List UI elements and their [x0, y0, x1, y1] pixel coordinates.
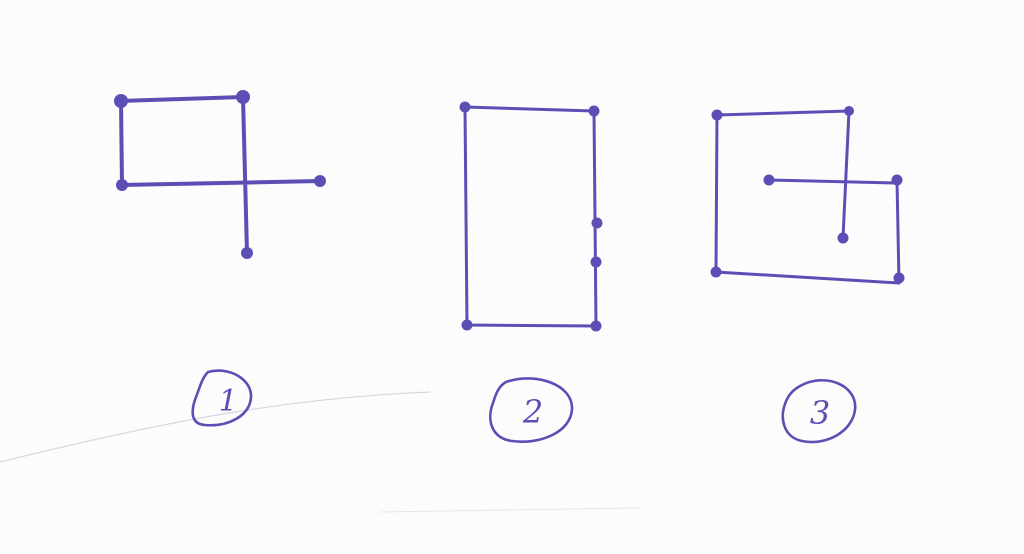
figure-2-dots	[459, 101, 603, 332]
figure-2: 2	[459, 101, 603, 443]
figure-3-dots	[710, 106, 905, 284]
figure-1-dots	[114, 90, 326, 259]
vertex-dot	[591, 217, 603, 229]
paper-stray-mark	[0, 391, 431, 463]
vertex-dot	[893, 272, 905, 284]
figure-1-label: 1	[191, 369, 253, 427]
figure-1: 1	[114, 90, 326, 427]
vertex-dot	[461, 319, 473, 331]
figure-3-label: 3	[781, 378, 857, 444]
figure-3-lines	[714, 109, 901, 285]
figure-2-label: 2	[489, 377, 574, 443]
vertex-dot	[314, 175, 326, 187]
figure-3: 3	[710, 106, 905, 444]
label-circle	[489, 377, 574, 443]
figure-1-lines	[119, 95, 322, 255]
vertex-dot	[588, 105, 600, 117]
vertex-dot	[710, 266, 722, 278]
vertex-dot	[844, 106, 854, 116]
vertex-dot	[459, 101, 471, 113]
vertex-dot	[236, 90, 250, 104]
vertex-dot	[837, 232, 849, 244]
label-number: 2	[522, 393, 543, 431]
label-number: 1	[218, 384, 237, 419]
label-circle	[191, 369, 253, 427]
vertex-dot	[114, 94, 128, 108]
label-circle	[781, 378, 857, 444]
paper-stray-mark	[379, 507, 641, 513]
label-number: 3	[810, 394, 830, 432]
vertex-dot	[116, 179, 128, 191]
vertex-dot	[711, 109, 723, 121]
vertex-dot	[763, 174, 775, 186]
vertex-dot	[891, 174, 903, 186]
vertex-dot	[590, 256, 602, 268]
vertex-dot	[590, 320, 602, 332]
vertex-dot	[241, 247, 253, 259]
figure-2-lines	[463, 105, 598, 328]
